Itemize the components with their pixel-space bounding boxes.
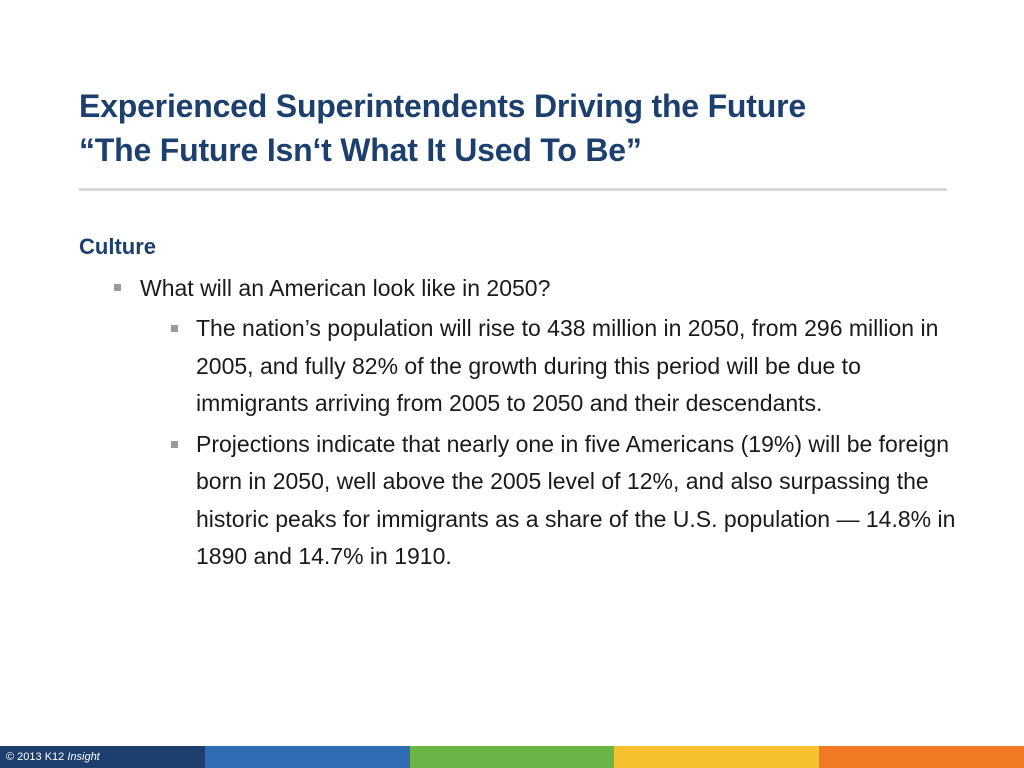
copyright-prefix: © 2013 K12 (6, 751, 68, 763)
footer-segment-yellow (614, 746, 820, 768)
section-heading: Culture (79, 234, 156, 259)
bullet-text-population: The nation’s population will rise to 438… (196, 315, 939, 416)
copyright-notice: © 2013 K12 Insight (6, 750, 100, 764)
footer-segment-navy: © 2013 K12 Insight (0, 746, 205, 768)
footer-segment-orange (819, 746, 1024, 768)
title-divider (79, 188, 947, 191)
bullet-list: What will an American look like in 2050?… (114, 272, 964, 579)
bullet-item-level1: What will an American look like in 2050?… (114, 272, 964, 576)
bullet-text-level1: What will an American look like in 2050? (140, 275, 551, 301)
sub-bullet-list: The nation’s population will rise to 438… (140, 310, 964, 576)
slide-title-line-2: “The Future Isn‘t What It Used To Be” (79, 132, 642, 168)
bullet-item-level2: Projections indicate that nearly one in … (171, 426, 971, 576)
bullet-text-projections: Projections indicate that nearly one in … (196, 430, 956, 570)
square-bullet-icon (171, 440, 178, 448)
footer-segment-green (409, 746, 615, 768)
square-bullet-icon (114, 284, 121, 291)
footer-color-bar: © 2013 K12 Insight (0, 746, 1024, 768)
footer-segment-blue (204, 746, 410, 768)
slide-title: Experienced Superintendents Driving the … (79, 84, 959, 172)
bullet-item-level2: The nation’s population will rise to 438… (171, 310, 971, 423)
square-bullet-icon (171, 325, 178, 332)
slide-title-line-1: Experienced Superintendents Driving the … (79, 88, 806, 124)
copyright-brand: Insight (67, 751, 100, 763)
